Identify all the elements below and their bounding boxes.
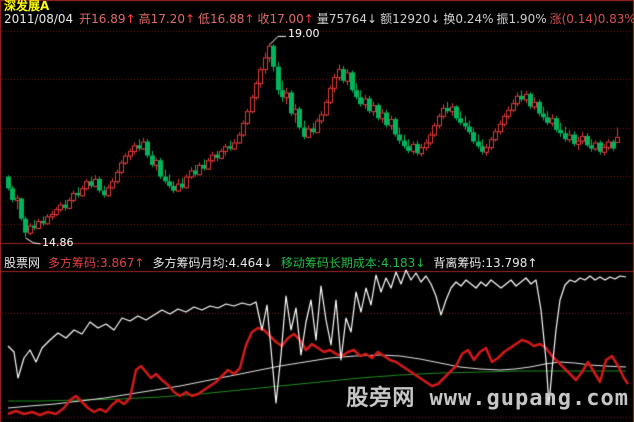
- quote-arrow: ↓: [430, 12, 441, 26]
- quote-arrow: ↓: [367, 12, 378, 26]
- quote-field-额: 额12920↓: [380, 12, 441, 26]
- low-price-annotation: 14.86: [42, 236, 74, 249]
- quote-field-振: 振1.90%: [496, 12, 547, 26]
- indicator-legend: 多方筹码:3.867↑ 多方筹码月均:4.464↓ 移动筹码长期成本:4.183↓ 背…: [48, 257, 545, 270]
- quote-field-涨: 涨(0.14)0.83%: [549, 12, 634, 26]
- watermark-text: 股旁网 www.gupang.com: [346, 386, 629, 411]
- indicator-header: 股票网 多方筹码:3.867↑ 多方筹码月均:4.464↓ 移动筹码长期成本:4.18…: [4, 257, 634, 270]
- indicator-legend-多方筹码月均: 多方筹码月均:4.464↓: [152, 257, 273, 270]
- indicator-legend-背离筹码: 背离筹码:13.798↑: [433, 257, 538, 270]
- high-price-annotation: 19.00: [288, 27, 320, 40]
- quote-arrow: ↑: [125, 12, 136, 26]
- stock-name: 深发展A: [4, 0, 50, 13]
- quote-field-开: 开16.89↑: [79, 12, 136, 26]
- quote-fields: 开16.89↑ 高17.20↑ 低16.88↑ 收17.00↑ 量75764↓ 额1292…: [79, 12, 634, 26]
- quote-arrow: ↑: [184, 12, 196, 26]
- quote-field-高: 高17.20↑: [138, 12, 196, 26]
- indicator-legend-移动筹码长期成本: 移动筹码长期成本:4.183↓: [280, 257, 426, 270]
- site-label: 股票网: [4, 257, 41, 270]
- quote-field-收: 收17.00↑: [257, 12, 314, 26]
- quote-date: 2011/08/04: [4, 12, 74, 26]
- quote-bar: 2011/08/04 开16.89↑ 高17.20↑ 低16.88↑ 收17.00↑ 量7…: [4, 12, 634, 26]
- quote-field-量: 量75764↓: [316, 12, 378, 26]
- quote-field-换: 换0.24%: [443, 12, 494, 26]
- quote-arrow: ↑: [303, 12, 314, 26]
- quote-arrow: ↑: [244, 12, 255, 26]
- indicator-legend-多方筹码: 多方筹码:3.867↑: [48, 257, 145, 270]
- quote-field-低: 低16.88↑: [198, 12, 255, 26]
